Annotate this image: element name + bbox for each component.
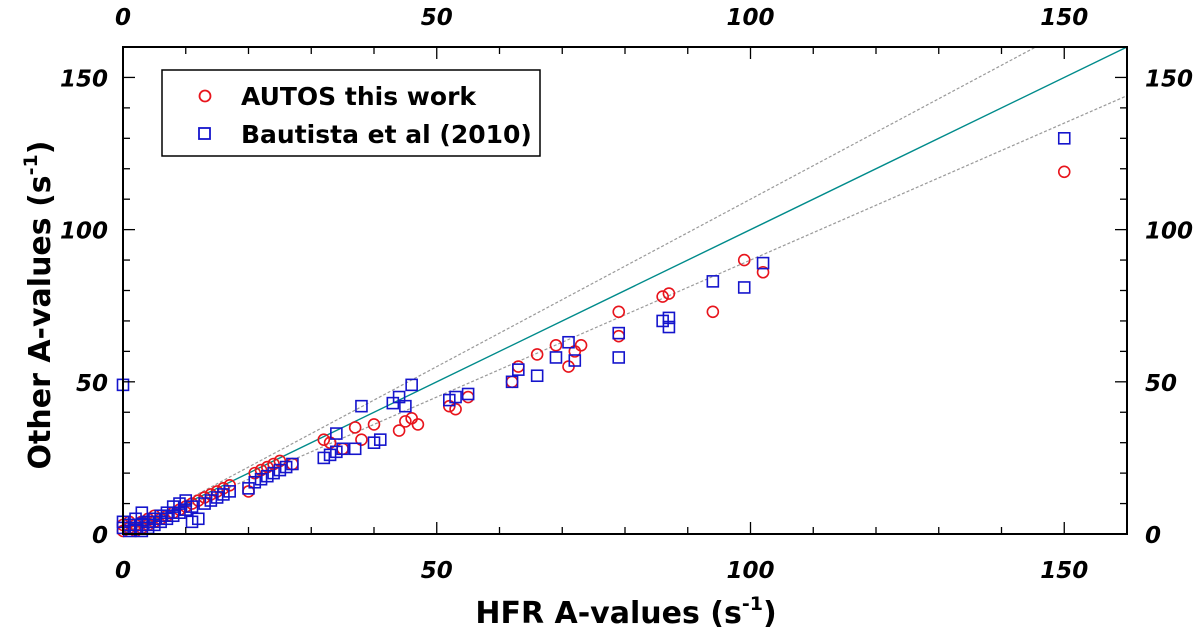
legend-label-autos: AUTOS this work bbox=[241, 82, 477, 111]
autos-point bbox=[737, 253, 751, 267]
bautista-point bbox=[549, 351, 563, 364]
y-axis-title: Other A-values (s-1) bbox=[20, 141, 58, 470]
autos-point bbox=[399, 415, 412, 428]
autos-point bbox=[662, 287, 676, 300]
bautista-point bbox=[449, 390, 462, 404]
x-tick-label-bottom: 100 bbox=[726, 558, 774, 584]
x-tick-label-top: 50 bbox=[421, 5, 453, 31]
bautista-point bbox=[612, 326, 626, 340]
autos-point bbox=[405, 412, 418, 425]
autos-point bbox=[392, 424, 406, 437]
autos-point bbox=[756, 265, 770, 279]
autos-point bbox=[656, 290, 669, 303]
x-tick-label-top: 0 bbox=[115, 5, 131, 31]
autos-point bbox=[505, 375, 519, 389]
x-axis-title: HFR A-values (s-1) bbox=[475, 593, 776, 631]
autos-point bbox=[512, 360, 525, 373]
y-tick-label-right: 50 bbox=[1145, 371, 1177, 397]
x-tick-label-bottom: 150 bbox=[1040, 558, 1088, 584]
autos-point bbox=[612, 305, 626, 319]
axis-ticks bbox=[122, 46, 1128, 535]
autos-point bbox=[1057, 165, 1071, 179]
x-tick-label-top: 150 bbox=[1040, 5, 1088, 31]
legend-marker-autos bbox=[198, 89, 212, 103]
y-tick-label-right: 0 bbox=[1145, 523, 1161, 549]
bautista-point bbox=[399, 399, 412, 413]
bautista-point bbox=[185, 500, 199, 513]
legend-marker-bautista bbox=[198, 127, 211, 140]
bautista-point bbox=[512, 363, 525, 376]
bautista-point bbox=[562, 335, 575, 349]
autos-point bbox=[530, 348, 544, 361]
bautista-point bbox=[348, 442, 362, 456]
autos-point bbox=[549, 338, 563, 352]
autos-point bbox=[348, 421, 362, 434]
bautista-point bbox=[568, 354, 582, 367]
bautista-point bbox=[286, 457, 299, 471]
bautista-point bbox=[612, 351, 626, 364]
bautista-point bbox=[706, 275, 720, 288]
x-tick-label-bottom: 0 bbox=[115, 558, 131, 584]
bautista-point bbox=[373, 433, 387, 446]
x-tick-label-bottom: 50 bbox=[421, 558, 453, 584]
legend: AUTOS this work Bautista et al (2010) bbox=[161, 69, 541, 157]
bautista-point bbox=[192, 512, 205, 526]
y-tick-label-right: 150 bbox=[1145, 66, 1193, 92]
y-tick-label-left: 100 bbox=[60, 219, 108, 245]
bautista-point bbox=[530, 369, 544, 383]
autos-point bbox=[706, 305, 720, 319]
bautista-point bbox=[405, 378, 418, 392]
reference-line-identity bbox=[122, 46, 1128, 535]
autos-point bbox=[574, 338, 588, 352]
bautista-point bbox=[1057, 132, 1071, 145]
y-tick-label-right: 100 bbox=[1145, 219, 1193, 245]
bautista-point bbox=[737, 281, 751, 294]
bautista-point bbox=[461, 387, 475, 401]
autos-point bbox=[317, 433, 331, 446]
y-tick-label-left: 50 bbox=[76, 371, 108, 397]
bautista-point bbox=[662, 320, 676, 334]
bautista-point bbox=[662, 311, 676, 325]
bautista-point bbox=[223, 485, 236, 498]
legend-box bbox=[161, 69, 541, 157]
reference-line-upper bbox=[122, 46, 1037, 535]
bautista-point bbox=[336, 442, 349, 456]
x-tick-label-top: 100 bbox=[726, 5, 774, 31]
autos-point bbox=[367, 418, 381, 431]
y-tick-label-left: 150 bbox=[60, 66, 108, 92]
bautista-point bbox=[355, 399, 368, 413]
legend-label-bautista: Bautista et al (2010) bbox=[241, 120, 532, 149]
y-tick-label-left: 0 bbox=[92, 523, 108, 549]
bautista-point bbox=[505, 375, 519, 389]
autos-point bbox=[461, 390, 475, 404]
data-points bbox=[116, 132, 1071, 538]
bautista-point bbox=[756, 256, 770, 270]
autos-point bbox=[612, 329, 626, 343]
autos-point bbox=[411, 418, 425, 431]
bautista-point bbox=[330, 427, 343, 440]
